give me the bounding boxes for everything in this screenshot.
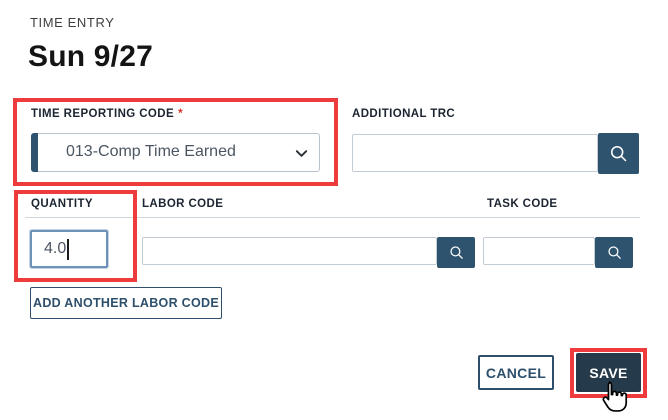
chevron-down-icon xyxy=(294,146,309,161)
labor-code-search-button[interactable] xyxy=(437,237,475,268)
labor-code-input[interactable] xyxy=(142,237,437,265)
quantity-value: 4.0 xyxy=(44,240,67,257)
time-reporting-code-label-text: TIME REPORTING CODE xyxy=(31,108,175,120)
additional-trc-search-button[interactable] xyxy=(598,133,639,174)
add-another-labor-code-button[interactable]: ADD ANOTHER LABOR CODE xyxy=(30,287,222,319)
cancel-button[interactable]: CANCEL xyxy=(478,355,554,390)
additional-trc-input[interactable] xyxy=(352,134,598,172)
text-caret xyxy=(67,238,69,260)
time-reporting-code-label: TIME REPORTING CODE * xyxy=(31,108,183,120)
row-divider xyxy=(25,217,640,218)
task-code-search-button[interactable] xyxy=(595,237,633,268)
quantity-input[interactable]: 4.0 xyxy=(30,230,108,268)
additional-trc-label: ADDITIONAL TRC xyxy=(352,108,456,120)
time-reporting-code-select[interactable]: 013-Comp Time Earned xyxy=(31,133,320,172)
task-code-input[interactable] xyxy=(483,237,595,265)
page-title: Sun 9/27 xyxy=(28,40,153,73)
select-accent-bar xyxy=(31,133,38,172)
save-button[interactable]: SAVE xyxy=(576,353,641,392)
task-code-label: TASK CODE xyxy=(487,198,558,210)
dialog-eyebrow: TIME ENTRY xyxy=(30,15,115,30)
quantity-label: QUANTITY xyxy=(31,198,93,210)
required-asterisk: * xyxy=(178,108,183,120)
search-icon xyxy=(606,244,623,261)
search-icon xyxy=(608,143,629,164)
labor-code-label: LABOR CODE xyxy=(142,198,224,210)
search-icon xyxy=(448,244,465,261)
time-reporting-code-selected-value: 013-Comp Time Earned xyxy=(66,143,236,160)
